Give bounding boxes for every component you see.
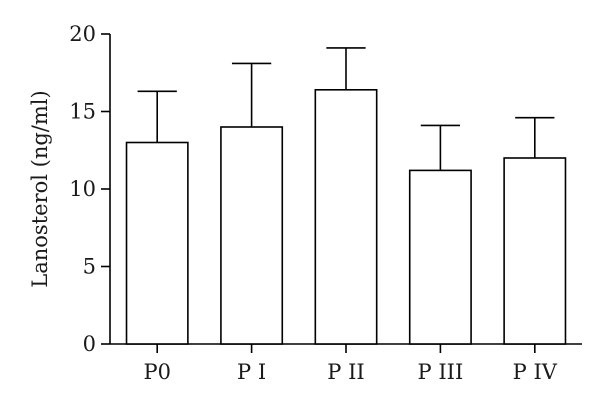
- bar: [503, 157, 567, 345]
- x-axis: P0 P I P II P III P IV: [110, 343, 582, 384]
- y-tick-label: 10: [69, 177, 96, 201]
- bar: [408, 169, 472, 345]
- bar: [220, 126, 284, 345]
- x-tick-label: P III: [418, 360, 464, 384]
- y-tick-label: 0: [83, 332, 96, 356]
- y-tick-label: 20: [69, 22, 96, 46]
- bar-group: [220, 62, 284, 345]
- x-tick-label: P II: [327, 360, 364, 384]
- bar: [125, 141, 189, 345]
- y-axis: 0 5 10 15 20: [69, 22, 111, 356]
- bar-group: [503, 116, 567, 345]
- x-tick-label: P IV: [513, 360, 558, 384]
- y-axis-title: Lanosterol (ng/ml): [28, 90, 52, 287]
- y-tick-label: 15: [69, 100, 96, 124]
- bar-group: [408, 124, 472, 345]
- bars: [125, 47, 567, 345]
- y-tick-label: 5: [83, 255, 96, 279]
- x-tick-label: P0: [143, 360, 171, 384]
- bar: [314, 89, 378, 345]
- bar-group: [125, 90, 189, 345]
- x-tick-label: P I: [237, 360, 266, 384]
- bar-group: [314, 47, 378, 345]
